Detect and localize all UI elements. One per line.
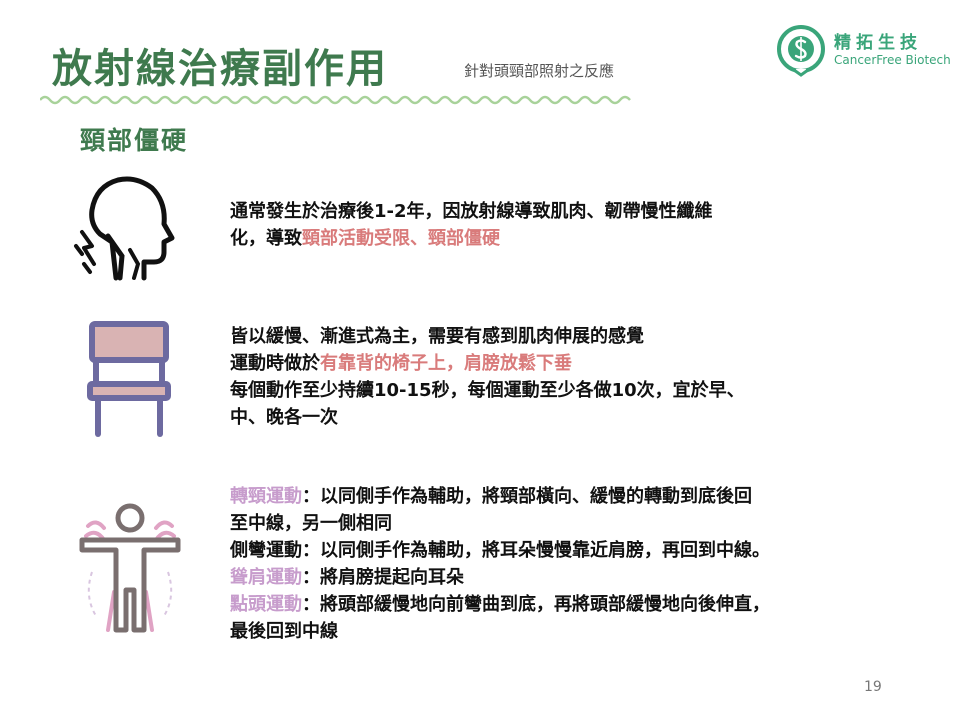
posture-line-2-text: 運動時做於 <box>230 353 320 374</box>
page-title: 放射線治療副作用 <box>52 46 388 92</box>
cancerfree-logo-icon <box>777 25 825 77</box>
posture-text: 皆以緩慢、漸進式為主，需要有感到肌肉伸展的感覺 運動時做於有靠背的椅子上，肩膀放… <box>230 323 745 431</box>
nod-exercise-text: ：將頭部緩慢地向前彎曲到底，再將頭部緩慢地向後伸直， <box>302 594 770 615</box>
description-line-2: 化，導致頸部活動受限、頸部僵硬 <box>230 225 713 252</box>
section-title: 頸部僵硬 <box>80 126 189 155</box>
page-number: 19 <box>864 679 882 695</box>
exercise-list: 轉頸運動：以同側手作為輔助，將頸部橫向、緩慢的轉動到底後回 至中線，另一側相同 … <box>230 483 770 645</box>
description-line-2-text: 化，導致 <box>230 228 302 249</box>
shrug-exercise-label: 聳肩運動 <box>230 567 302 588</box>
rotate-exercise-line-2: 至中線，另一側相同 <box>230 513 392 534</box>
description-text: 通常發生於治療後1-2年，因放射線導致肌肉、韌帶慢性纖維 化，導致頸部活動受限、… <box>230 198 713 252</box>
wave-divider <box>40 95 631 105</box>
neck-stiffness-icon <box>74 176 175 281</box>
posture-line-1: 皆以緩慢、漸進式為主，需要有感到肌肉伸展的感覺 <box>230 326 644 347</box>
shrug-exercise: 聳肩運動：將肩膀提起向耳朵 <box>230 564 770 591</box>
posture-line-4: 中、晚各一次 <box>230 407 338 428</box>
description-line-1: 通常發生於治療後1-2年，因放射線導致肌肉、韌帶慢性纖維 <box>230 201 713 222</box>
nod-exercise-line-1: 點頭運動：將頭部緩慢地向前彎曲到底，再將頭部緩慢地向後伸直， <box>230 591 770 618</box>
side-bend-exercise: 側彎運動：以同側手作為輔助，將耳朵慢慢靠近肩膀，再回到中線。 <box>230 540 770 561</box>
shrug-exercise-text: ：將肩膀提起向耳朵 <box>302 567 464 588</box>
company-logo: 精拓生技 CancerFree Biotech <box>776 22 956 78</box>
rotate-exercise-line-1: 轉頸運動：以同側手作為輔助，將頸部橫向、緩慢的轉動到底後回 <box>230 483 770 510</box>
rotate-exercise-label: 轉頸運動 <box>230 486 302 507</box>
rotate-exercise-text: ：以同側手作為輔助，將頸部橫向、緩慢的轉動到底後回 <box>302 486 752 507</box>
logo-name-cn: 精拓生技 <box>834 33 922 53</box>
nod-exercise-line-2: 最後回到中線 <box>230 621 338 642</box>
logo-name-en: CancerFree Biotech <box>834 53 951 67</box>
chair-icon <box>87 321 171 437</box>
posture-line-3: 每個動作至少持續10-15秒，每個運動至少各做10次，宜於早、 <box>230 380 745 401</box>
posture-highlight: 有靠背的椅子上，肩膀放鬆下垂 <box>320 353 572 374</box>
page-subtitle: 針對頭頸部照射之反應 <box>464 62 615 80</box>
nod-exercise-label: 點頭運動 <box>230 594 302 615</box>
description-highlight: 頸部活動受限、頸部僵硬 <box>302 228 500 249</box>
body-stretch-icon <box>79 503 181 633</box>
posture-line-2: 運動時做於有靠背的椅子上，肩膀放鬆下垂 <box>230 350 745 377</box>
